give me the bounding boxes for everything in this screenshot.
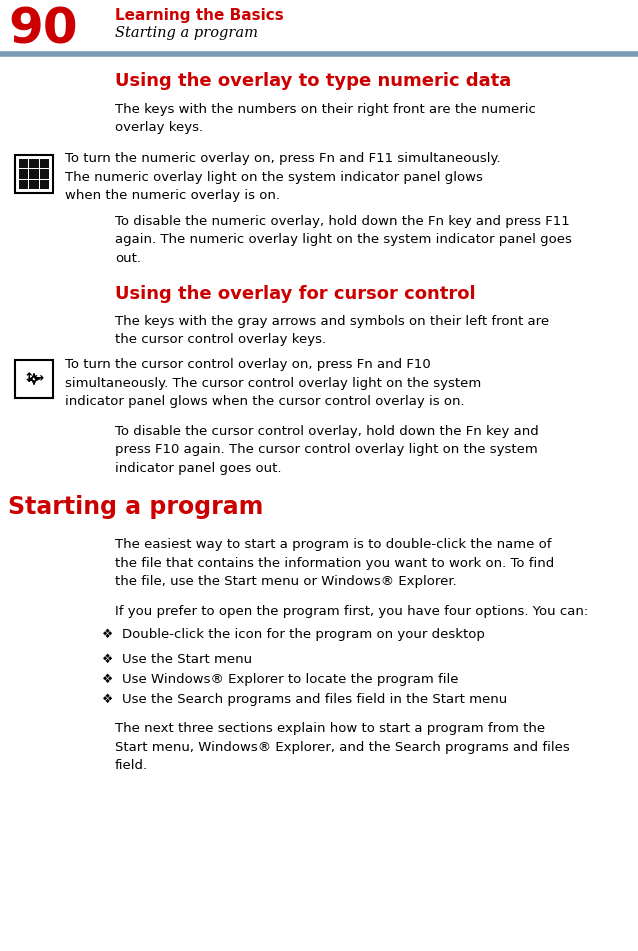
Text: To disable the cursor control overlay, hold down the Fn key and
press F10 again.: To disable the cursor control overlay, h… bbox=[115, 425, 538, 475]
Text: Starting a program: Starting a program bbox=[115, 26, 258, 40]
Text: ❖: ❖ bbox=[102, 628, 114, 641]
Bar bbox=[19, 169, 28, 179]
Text: Use Windows® Explorer to locate the program file: Use Windows® Explorer to locate the prog… bbox=[122, 673, 459, 686]
Text: 90: 90 bbox=[8, 5, 78, 53]
Text: Using the overlay for cursor control: Using the overlay for cursor control bbox=[115, 285, 475, 303]
Text: To turn the numeric overlay on, press Fn and F11 simultaneously.
The numeric ove: To turn the numeric overlay on, press Fn… bbox=[65, 152, 501, 202]
Text: Use the Start menu: Use the Start menu bbox=[122, 653, 252, 666]
Text: Use the Search programs and files field in the Start menu: Use the Search programs and files field … bbox=[122, 693, 507, 706]
Text: Learning the Basics: Learning the Basics bbox=[115, 8, 284, 23]
Text: The keys with the gray arrows and symbols on their left front are
the cursor con: The keys with the gray arrows and symbol… bbox=[115, 315, 549, 346]
Text: ❖: ❖ bbox=[102, 693, 114, 706]
Text: If you prefer to open the program first, you have four options. You can:: If you prefer to open the program first,… bbox=[115, 605, 588, 618]
Text: Double-click the icon for the program on your desktop: Double-click the icon for the program on… bbox=[122, 628, 485, 641]
Bar bbox=[19, 180, 28, 189]
Text: ↕↔: ↕↔ bbox=[24, 373, 45, 385]
Text: ❖: ❖ bbox=[102, 653, 114, 666]
Bar bbox=[15, 155, 53, 193]
Text: Starting a program: Starting a program bbox=[8, 495, 263, 519]
Bar bbox=[40, 169, 49, 179]
Text: To disable the numeric overlay, hold down the Fn key and press F11
again. The nu: To disable the numeric overlay, hold dow… bbox=[115, 215, 572, 265]
Bar bbox=[40, 159, 49, 168]
Text: The easiest way to start a program is to double-click the name of
the file that : The easiest way to start a program is to… bbox=[115, 538, 554, 588]
Bar bbox=[19, 159, 28, 168]
Bar bbox=[29, 169, 39, 179]
Text: To turn the cursor control overlay on, press Fn and F10
simultaneously. The curs: To turn the cursor control overlay on, p… bbox=[65, 358, 481, 408]
Text: Using the overlay to type numeric data: Using the overlay to type numeric data bbox=[115, 72, 511, 90]
Bar bbox=[29, 180, 39, 189]
Text: ❖: ❖ bbox=[102, 673, 114, 686]
Bar bbox=[40, 180, 49, 189]
Bar bbox=[29, 159, 39, 168]
Text: The keys with the numbers on their right front are the numeric
overlay keys.: The keys with the numbers on their right… bbox=[115, 103, 536, 134]
Text: The next three sections explain how to start a program from the
Start menu, Wind: The next three sections explain how to s… bbox=[115, 722, 570, 772]
Bar bbox=[15, 360, 53, 398]
